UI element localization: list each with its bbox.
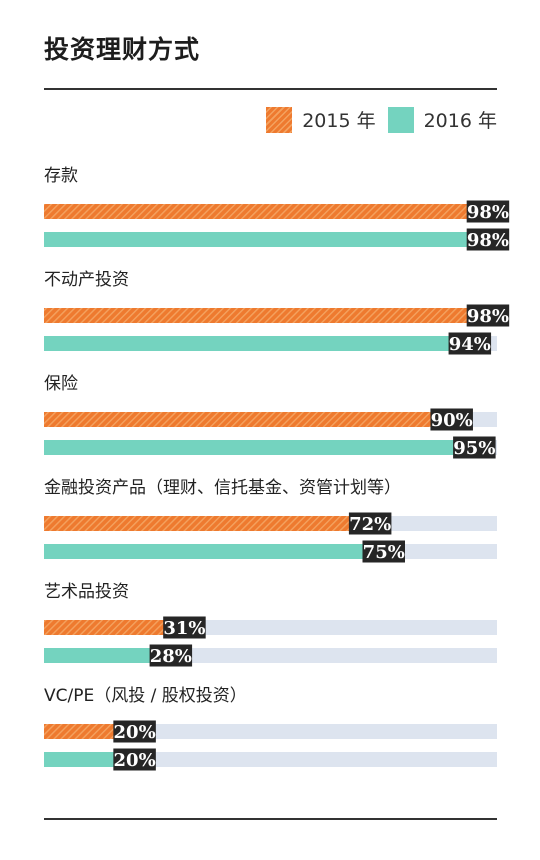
category-label: 保险 [44,374,78,394]
legend: 2015 年 2016 年 [266,106,497,133]
category-label: 金融投资产品（理财、信托基金、资管计划等） [44,478,401,498]
value-label-bg [113,720,156,743]
chart-title: 投资理财方式 [44,35,201,64]
value-label-bg [149,644,193,667]
value-label: 28% [150,646,192,667]
bar-2015 [44,308,488,323]
bar-2016 [44,752,135,767]
value-label-bg [362,540,405,563]
value-label: 72% [349,514,391,535]
value-label-bg [430,408,473,431]
bar-2015 [44,724,135,739]
value-label-bg [466,200,510,223]
value-label: 98% [467,306,509,327]
legend-swatch-2015 [266,106,293,133]
value-label: 98% [467,202,509,223]
value-label: 94% [449,334,491,355]
value-label-bg [163,616,206,639]
category-label: 存款 [44,166,78,186]
value-label: 98% [467,230,509,251]
bar-2016 [44,648,171,663]
value-label: 31% [163,618,205,639]
bar-2015 [44,412,452,427]
legend-swatch-2016 [387,106,414,133]
value-label-bg [448,332,492,355]
legend-item-2015: 2015 年 [266,106,376,133]
category-label: 艺术品投资 [44,582,129,602]
bar-2016 [44,336,470,351]
value-label: 20% [114,722,156,743]
legend-label-2016: 2016 年 [423,110,497,132]
value-label-bg [453,436,496,459]
value-label-bg [348,512,392,535]
value-label-bg [466,228,510,251]
category-label: VC/PE（风投 / 股权投资） [44,686,247,706]
bar-2015 [44,204,488,219]
bar-track [44,724,497,739]
value-label: 20% [114,750,156,771]
bar-2016 [44,232,488,247]
top-divider [44,88,497,90]
bar-2016 [44,440,475,455]
category-label: 不动产投资 [44,270,129,290]
value-label-bg [113,748,156,771]
bar-2015 [44,620,185,635]
value-label-bg [466,304,510,327]
value-label: 95% [453,438,495,459]
legend-label-2015: 2015 年 [302,110,376,132]
legend-item-2016: 2016 年 [387,106,497,133]
bar-track [44,752,497,767]
value-label: 75% [363,542,405,563]
bar-2015 [44,516,371,531]
bottom-divider [44,818,497,820]
value-label: 90% [431,410,473,431]
bar-2016 [44,544,384,559]
